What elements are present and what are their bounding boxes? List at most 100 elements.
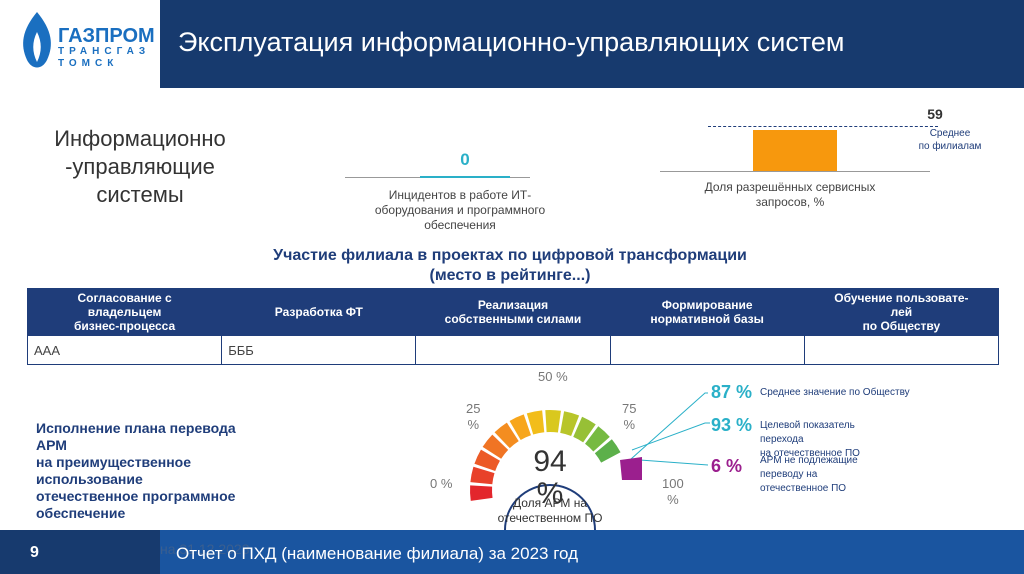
value-line: % [536,477,564,510]
projects-title: Участие филиала в проектах по цифровой т… [150,246,870,286]
title-line: на преимущественное [36,454,192,470]
arm-title: Исполнение плана перевода АРМ на преимущес… [36,420,296,522]
title-line: использование [36,471,143,487]
header-line: бизнес-процесса [74,319,176,333]
gauge-segment [526,410,545,435]
gauge-segment [545,410,561,433]
column-header: Реализация собственными силами [415,288,611,336]
header-title: Эксплуатация информационно-управляющих с… [178,27,845,57]
gauge-label-line: 100 [662,476,684,491]
gauge-segment [474,449,500,471]
footer-left [0,530,160,574]
title-line: (место в рейтинге...) [429,267,591,284]
section-title: Информационно -управляющие системы [30,125,250,209]
title-line: отечественное программное [36,488,236,504]
logo-line: ГАЗПРОМ [58,25,155,47]
incidents-bar [420,176,510,178]
gauge-label: 50 % [538,369,568,385]
footer-bar [0,530,1024,574]
gauge-label-line: 0 % [430,476,453,491]
legend-value: 93 % [711,415,753,435]
average-label: Среднее по филиалам [900,127,1000,153]
arm-date: на 31.12.2023 [160,541,250,557]
column-header: Разработка ФТ [221,288,417,336]
requests-label: Доля разрешённых сервисных запросов, % [680,180,900,210]
logo-line: ТРАНСГАЗ [58,46,151,57]
legend-line: на отечественное ПО [760,448,860,459]
header-line: нормативной базы [650,312,764,326]
gauge [470,392,710,530]
header-line: Разработка ФТ [274,305,363,319]
requests-axis [660,171,930,172]
header-line: собственными силами [444,312,582,326]
table-row: ААА БББ [26,335,1000,365]
column-header: Согласование с владельцем бизнес-процесса [26,288,223,336]
title-line: обеспечение [36,505,126,521]
gauge-label: 0 % [430,476,452,492]
gauge-segment [585,426,610,452]
gauge-segment [560,411,580,436]
label-line: запросов, % [755,195,825,209]
column-header: Формирование нормативной базы [609,288,805,336]
gauge-segment [482,434,509,459]
label-line: обеспечения [424,218,496,232]
section-line: системы [96,182,184,207]
gauge-label-line: % [467,417,480,432]
table-cell [415,335,611,365]
value-line: 94 [533,445,567,478]
label-line: по филиалам [918,141,982,152]
legend-line: Среднее значение по Обществу [760,387,910,398]
legend-text: Среднее значение по Обществу [760,386,910,400]
gauge-value: 94% [520,446,580,510]
gauge-label-line: 25 [466,401,481,416]
caption-line: отечественном ПО [497,511,603,525]
logo-flame [23,12,51,68]
title-line: Исполнение плана перевода [36,420,236,436]
gauge-label-line: 75 [622,401,637,416]
legend-text: Целевой показатель перехода на отечественн… [760,419,860,461]
legend-line: переводу на [760,469,818,480]
label-line: оборудования и программного [374,203,546,217]
table-cell: ААА [26,335,223,365]
gauge-segment [594,439,621,463]
gauge-label-line: % [623,417,636,432]
gauge-segment [494,422,519,449]
legend-text: АРМ не подлежащие переводу на отечественно… [760,454,858,496]
legend-line: Целевой показатель [760,420,855,431]
gauge-label-line: 50 % [538,369,568,384]
legend-line: перехода [760,434,804,445]
incidents-label: Инцидентов в работе ИТ-оборудования и пр… [340,188,580,233]
table-cell [803,335,1000,365]
legend-line: отечественное ПО [760,483,847,494]
column-header: Обучение пользовате-лей по Обществу [803,288,1000,336]
requests-bar [753,130,837,171]
legend-line: АРМ не подлежащие [760,455,858,466]
legend-value: 87 % [711,382,753,402]
header-line: лей [890,305,913,319]
leader-line [639,459,709,466]
gauge-segment [620,457,642,480]
gauge-label-line: % [667,492,679,507]
gauge-segment [470,485,493,501]
logo-line: ТОМСК [58,58,119,69]
header-line: Согласование с [77,291,172,305]
gauge-label: 75% [622,401,636,433]
leader-line [621,392,708,468]
table-header: Согласование с владельцем бизнес-процесса Р… [26,288,1000,336]
label-line: Среднее [929,128,971,139]
title-line: АРМ [36,437,67,453]
gauge-label: 100% [662,476,684,508]
gauge-segment [573,416,596,443]
incidents-value: 0 [460,150,470,169]
caption-line: Доля АРМ на [512,496,587,510]
section-line: -управляющие [65,154,215,179]
table-cell: БББ [221,335,417,365]
header-line: по Обществу [862,319,941,333]
header-line: владельцем [87,305,162,319]
average-line [708,126,938,127]
header-bar [0,0,1024,88]
legend-value: 6 % [711,456,743,476]
page-number: 9 [30,544,39,561]
logo-text: ГАЗПРОМ ТРАНСГАЗ ТОМСК [58,26,155,70]
